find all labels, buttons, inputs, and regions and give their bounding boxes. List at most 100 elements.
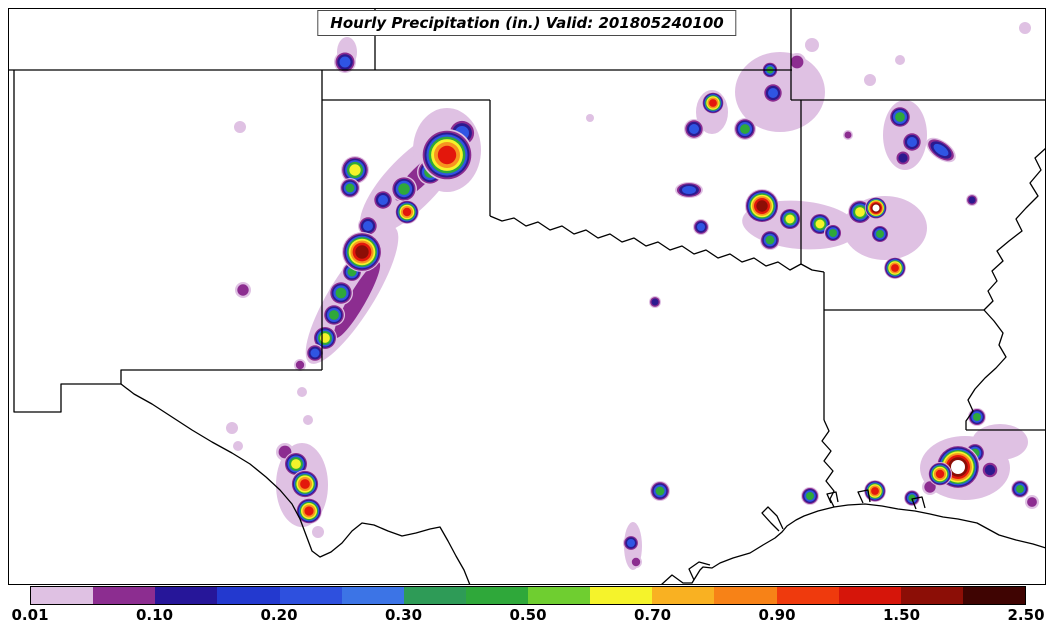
- precip-cell: [693, 219, 709, 235]
- precip-contour-ring: [984, 464, 996, 476]
- precip-cell: [788, 53, 806, 71]
- precip-contour-ring: [312, 526, 324, 538]
- colorbar-segment: [217, 587, 280, 604]
- precip-contour-ring: [972, 424, 1028, 460]
- precip-cell: [391, 176, 417, 202]
- precip-contour-ring: [765, 235, 775, 245]
- colorbar-segment: [279, 587, 342, 604]
- colorbar-tick-label: 0.90: [758, 606, 796, 624]
- precip-cell: [312, 526, 324, 538]
- precip-cell: [843, 130, 853, 140]
- precip-cell: [889, 106, 911, 128]
- precip-cell: [966, 194, 978, 206]
- precip-contour-ring: [908, 494, 916, 502]
- precip-cell: [779, 208, 801, 230]
- precip-contour-ring: [682, 186, 696, 194]
- precip-cell: [340, 178, 360, 198]
- precip-contour-ring: [233, 441, 243, 451]
- colorbar-segment: [838, 587, 901, 604]
- precip-contour-ring: [709, 99, 717, 107]
- precip-contour-ring: [815, 219, 825, 229]
- precip-cell: [297, 387, 307, 397]
- precip-cell: [902, 132, 922, 152]
- precip-cell: [395, 200, 419, 224]
- precip-contour-ring: [226, 422, 238, 434]
- map-title: Hourly Precipitation (in.) Valid: 201805…: [330, 14, 724, 32]
- precip-contour-ring: [790, 55, 804, 69]
- precip-cell: [586, 114, 594, 122]
- precip-cell: [895, 55, 905, 65]
- precip-cell: [233, 441, 243, 451]
- colorbar-tick-label: 0.70: [633, 606, 672, 624]
- precip-contour-ring: [295, 360, 305, 370]
- precip-cell: [234, 121, 246, 133]
- precip-cell: [303, 415, 313, 425]
- precip-contour-ring: [895, 55, 905, 65]
- precip-contour-ring: [237, 284, 249, 296]
- colorbar-tick-label: 0.20: [260, 606, 298, 624]
- precip-cell: [684, 119, 704, 139]
- precip-contour-ring: [398, 183, 410, 195]
- precip-cell: [235, 282, 251, 298]
- precip-cell: [760, 230, 780, 250]
- colorbar-segment: [528, 587, 591, 604]
- precip-contour-ring: [951, 460, 965, 474]
- precip-contour-ring: [864, 74, 876, 86]
- precip-contour-ring: [935, 469, 945, 479]
- state-border: [821, 419, 835, 508]
- precip-contour-ring: [933, 143, 949, 157]
- precip-contour-ring: [303, 415, 313, 425]
- precip-contour-ring: [631, 557, 641, 567]
- state-border: [120, 383, 471, 585]
- colorbar-segment: [341, 587, 404, 604]
- precip-cell: [702, 92, 724, 114]
- precip-contour-ring: [300, 479, 310, 489]
- precip-cell: [324, 245, 390, 355]
- precip-contour-ring: [355, 245, 369, 259]
- precip-cell: [904, 490, 920, 506]
- precip-contour-ring: [310, 348, 320, 358]
- state-border: [826, 491, 839, 504]
- colorbar-tick-label: 0.01: [11, 606, 49, 624]
- precip-contour-ring: [872, 204, 880, 212]
- precip-cell: [1011, 480, 1029, 498]
- precip-cell: [675, 182, 703, 198]
- precip-cell: [763, 83, 783, 103]
- precip-cell: [313, 326, 337, 350]
- precipitation-layer: [226, 22, 1039, 570]
- precip-contour-ring: [805, 38, 819, 52]
- precip-cell: [373, 190, 393, 210]
- precip-contour-ring: [689, 124, 699, 134]
- precip-contour-ring: [234, 121, 246, 133]
- precip-contour-ring: [829, 229, 837, 237]
- precip-contour-ring: [329, 310, 339, 320]
- state-border: [13, 70, 322, 413]
- precip-contour-ring: [655, 486, 665, 496]
- precip-cell: [323, 304, 345, 326]
- precip-cell: [630, 556, 642, 568]
- precip-cell: [1019, 22, 1031, 34]
- precip-contour-ring: [768, 88, 778, 98]
- map-title-box: Hourly Precipitation (in.) Valid: 201805…: [317, 10, 737, 36]
- precip-contour-ring: [907, 137, 917, 147]
- precip-contour-ring: [891, 264, 899, 272]
- colorbar-segment: [465, 587, 528, 604]
- colorbar-segment: [403, 587, 466, 604]
- precip-contour-ring: [339, 56, 351, 68]
- precip-contour-ring: [402, 207, 412, 217]
- precip-contour-ring: [349, 164, 361, 176]
- precip-cell: [824, 224, 842, 242]
- colorbar-segment: [590, 587, 653, 604]
- precip-cell: [296, 498, 322, 524]
- state-border: [857, 489, 871, 504]
- precip-contour-ring: [1019, 22, 1031, 34]
- state-border: [660, 503, 1046, 585]
- precip-cell: [1025, 495, 1039, 509]
- colorbar-tick-label: 2.50: [1007, 606, 1045, 624]
- precip-cell: [864, 480, 886, 502]
- precip-contour-ring: [855, 207, 865, 217]
- precip-contour-ring: [651, 298, 659, 306]
- precip-contour-ring: [898, 153, 908, 163]
- precip-contour-ring: [973, 413, 981, 421]
